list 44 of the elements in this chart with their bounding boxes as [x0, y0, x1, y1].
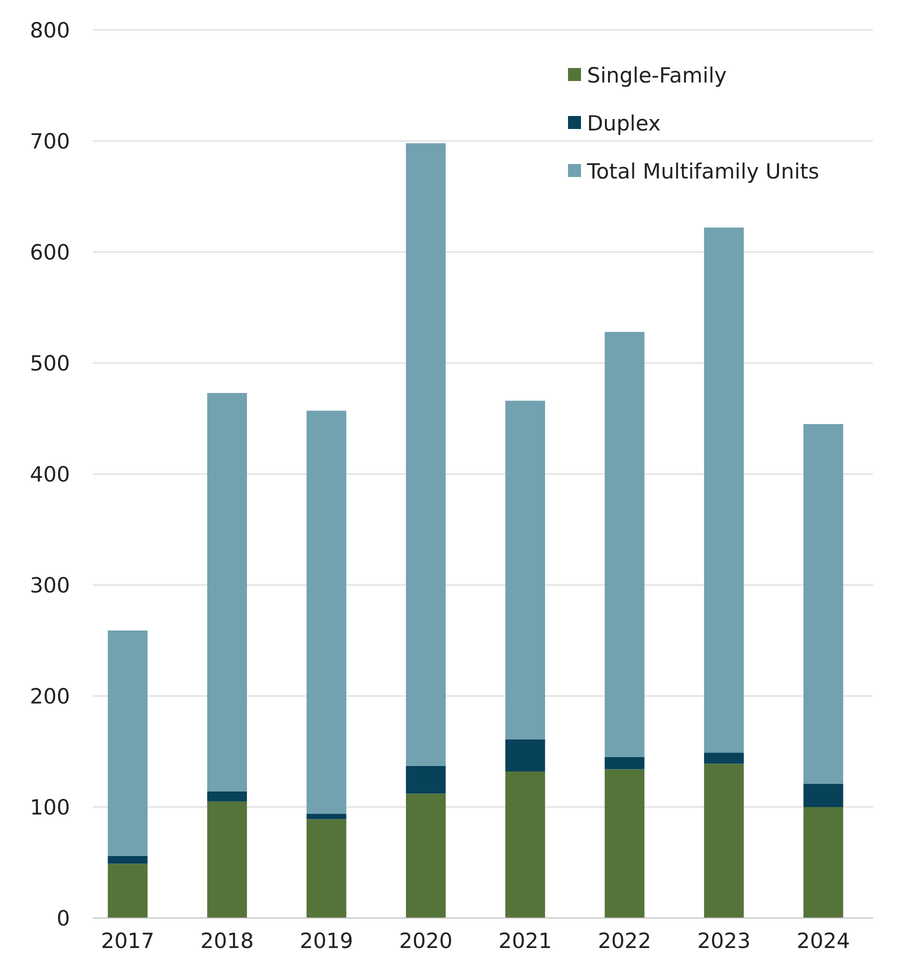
bar — [704, 752, 744, 764]
bar — [207, 791, 247, 802]
y-tick-label: 400 — [30, 462, 70, 486]
x-tick-label: 2019 — [300, 929, 354, 953]
bar — [803, 807, 844, 918]
bar — [604, 769, 644, 918]
y-tick-label: 200 — [30, 684, 70, 708]
bar — [306, 410, 346, 814]
x-tick-label: 2018 — [200, 929, 254, 953]
y-tick-label: 500 — [30, 351, 70, 376]
x-tick-label: 2022 — [598, 929, 652, 953]
bar — [406, 766, 446, 794]
bar — [704, 764, 744, 918]
bar — [306, 819, 346, 918]
bar — [505, 739, 546, 772]
y-tick-label: 300 — [30, 573, 70, 598]
bar — [406, 143, 446, 766]
bar — [803, 424, 844, 784]
y-tick-label: 700 — [30, 129, 70, 154]
bar — [604, 757, 644, 770]
bar — [704, 228, 744, 753]
bar — [505, 771, 546, 918]
bar — [108, 864, 148, 918]
bar — [108, 630, 148, 856]
bar — [207, 392, 247, 792]
bar — [604, 332, 644, 758]
bar — [406, 794, 446, 918]
legend-label: Total Multifamily Units — [586, 159, 820, 184]
x-tick-label: 2023 — [697, 929, 751, 953]
bar — [803, 784, 844, 807]
legend-label: Single-Family — [587, 63, 727, 88]
y-tick-label: 0 — [56, 906, 70, 930]
bar — [306, 814, 346, 820]
x-tick-label: 2024 — [796, 929, 850, 953]
legend-label: Duplex — [587, 111, 661, 136]
x-tick-label: 2017 — [100, 929, 154, 953]
y-tick-label: 800 — [30, 18, 70, 42]
y-tick-label: 600 — [30, 240, 70, 264]
bar — [207, 801, 247, 918]
y-tick-label: 100 — [30, 795, 70, 820]
x-tick-label: 2020 — [399, 929, 453, 953]
x-tick-label: 2021 — [498, 929, 552, 953]
bar — [108, 856, 148, 864]
bar — [505, 400, 546, 740]
